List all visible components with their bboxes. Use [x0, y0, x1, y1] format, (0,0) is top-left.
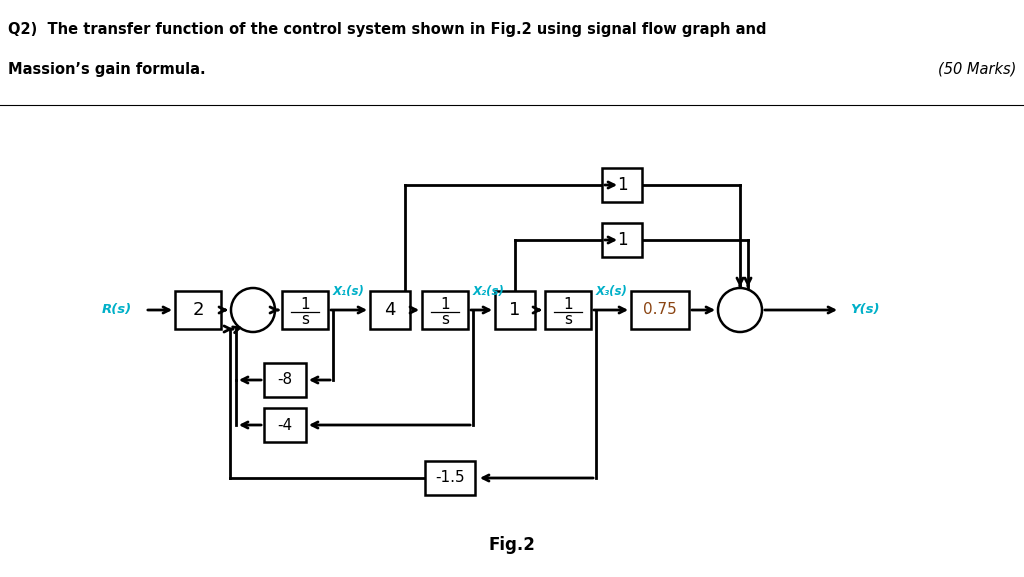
Bar [602, 168, 642, 202]
Bar [422, 291, 468, 329]
Bar [264, 408, 306, 442]
Text: 1: 1 [509, 301, 520, 319]
Text: 1: 1 [440, 297, 450, 312]
Text: 0.75: 0.75 [643, 302, 677, 317]
Text: s: s [564, 312, 572, 327]
Text: 1: 1 [563, 297, 572, 312]
Text: -8: -8 [278, 373, 293, 388]
Text: 1: 1 [300, 297, 310, 312]
Text: (50 Marks): (50 Marks) [938, 62, 1016, 77]
Text: 2: 2 [193, 301, 204, 319]
Text: 1: 1 [616, 231, 628, 249]
Text: Y(s): Y(s) [850, 304, 880, 317]
Bar [495, 291, 535, 329]
Text: s: s [301, 312, 309, 327]
Bar [602, 223, 642, 257]
Text: X₃(s): X₃(s) [596, 286, 628, 298]
Text: -4: -4 [278, 418, 293, 433]
Text: 4: 4 [384, 301, 395, 319]
Bar [425, 461, 475, 495]
Bar [545, 291, 591, 329]
Text: R(s): R(s) [102, 304, 132, 317]
Circle shape [231, 288, 275, 332]
Bar [370, 291, 410, 329]
Text: 1: 1 [616, 176, 628, 194]
Text: X₂(s): X₂(s) [473, 286, 505, 298]
Bar [282, 291, 328, 329]
Bar [175, 291, 221, 329]
Text: -1.5: -1.5 [435, 470, 465, 485]
Text: Q2)  The transfer function of the control system shown in Fig.2 using signal flo: Q2) The transfer function of the control… [8, 22, 767, 37]
Text: s: s [441, 312, 449, 327]
Bar [264, 363, 306, 397]
Bar [631, 291, 689, 329]
Text: Fig.2: Fig.2 [488, 536, 536, 554]
Text: X₁(s): X₁(s) [333, 286, 365, 298]
Text: Massion’s gain formula.: Massion’s gain formula. [8, 62, 206, 77]
Circle shape [718, 288, 762, 332]
